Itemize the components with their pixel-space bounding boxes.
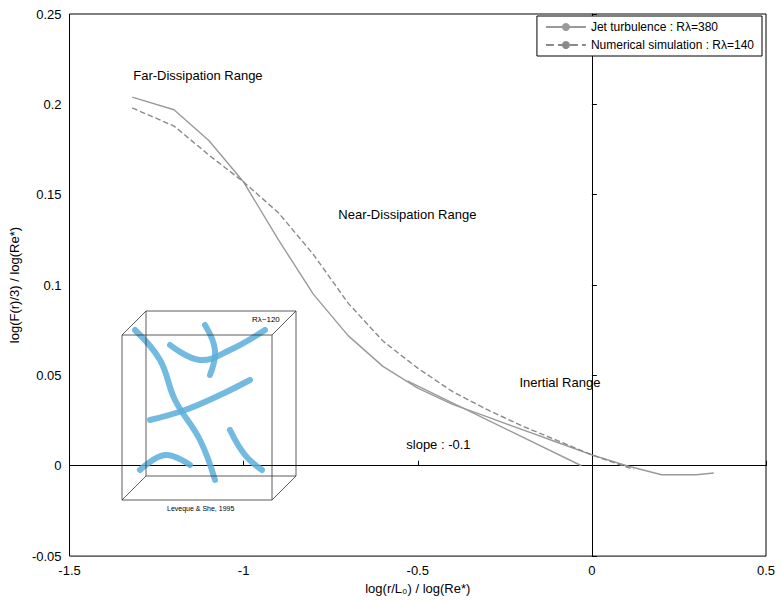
svg-text:0.25: 0.25 (36, 7, 61, 22)
svg-text:0.15: 0.15 (36, 187, 61, 202)
svg-text:0: 0 (588, 563, 595, 578)
svg-text:log(F(r)/3) / log(Re*): log(F(r)/3) / log(Re*) (7, 227, 22, 343)
svg-text:0: 0 (54, 458, 61, 473)
svg-text:-0.05: -0.05 (32, 549, 62, 564)
svg-text:Inertial Range: Inertial Range (519, 375, 600, 390)
svg-text:Jet turbulence : Rλ=380: Jet turbulence : Rλ=380 (591, 20, 718, 34)
svg-text:0.2: 0.2 (43, 97, 61, 112)
svg-text:-0.5: -0.5 (407, 563, 429, 578)
svg-text:Near-Dissipation Range: Near-Dissipation Range (338, 207, 476, 222)
svg-text:log(r/L₀) / log(Re*): log(r/L₀) / log(Re*) (365, 581, 470, 596)
svg-text:-1.5: -1.5 (58, 563, 80, 578)
svg-text:0.1: 0.1 (43, 278, 61, 293)
svg-text:Rλ~120: Rλ~120 (252, 315, 280, 324)
svg-text:Leveque & She, 1995: Leveque & She, 1995 (167, 505, 234, 513)
svg-text:slope : -0.1: slope : -0.1 (406, 437, 470, 452)
svg-text:0.05: 0.05 (36, 368, 61, 383)
svg-text:-1: -1 (238, 563, 250, 578)
svg-text:Numerical simulation : Rλ=140: Numerical simulation : Rλ=140 (591, 38, 754, 52)
svg-text:Far-Dissipation Range: Far-Dissipation Range (133, 68, 262, 83)
svg-text:0.5: 0.5 (757, 563, 775, 578)
